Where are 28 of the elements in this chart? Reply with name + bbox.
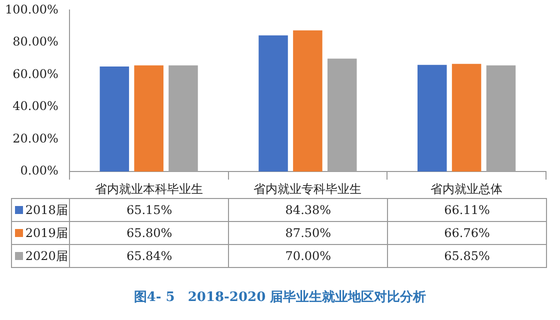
legend-label: 2020届	[12, 244, 70, 268]
data-label: 70.00%	[228, 244, 388, 268]
y-tick-label: 80.00%	[12, 34, 58, 49]
y-tick-label: 0.00%	[20, 164, 58, 178]
bar	[100, 66, 130, 172]
y-tick-label: 40.00%	[12, 99, 58, 114]
x-tick-label: 省内就业本科毕业生	[94, 182, 203, 196]
data-label: 84.38%	[228, 198, 388, 222]
y-tick-label: 60.00%	[12, 66, 58, 81]
bar	[258, 35, 288, 172]
text: 图4- 5 2018-2020 届毕业生就业地区对比分析	[132, 289, 428, 306]
y-tick-label: 20.00%	[12, 131, 58, 146]
data-label: 65.84%	[70, 244, 229, 268]
data-label: 65.80%	[70, 222, 229, 244]
x-tick-label: 省内就业专科毕业生	[254, 182, 362, 196]
data-label: 65.85%	[388, 244, 546, 268]
data-label: 66.11%	[388, 198, 546, 222]
legend-label: 2019届	[12, 222, 70, 244]
x-tick-label: 省内就业总体	[430, 182, 503, 196]
bar	[452, 64, 482, 172]
data-label: 87.50%	[228, 222, 388, 244]
bar	[134, 65, 164, 172]
bar	[293, 30, 322, 172]
y-tick-label: 100.00%	[5, 2, 58, 16]
bar	[418, 64, 447, 172]
legend-label: 2018届	[12, 198, 70, 222]
data-label: 65.15%	[70, 198, 229, 222]
data-label: 66.76%	[388, 222, 546, 244]
